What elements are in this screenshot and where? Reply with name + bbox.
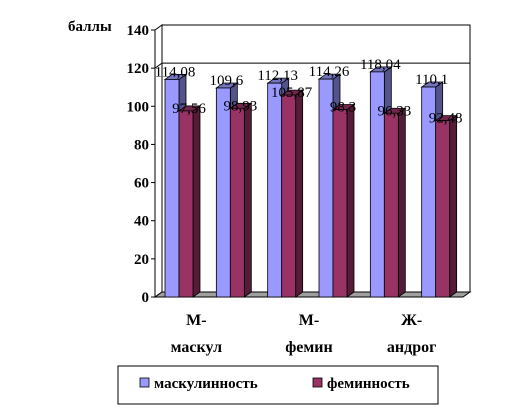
category-label-line1: М- — [299, 312, 319, 329]
legend-box — [117, 365, 439, 405]
legend-swatch — [139, 377, 150, 388]
bar-side — [243, 102, 252, 298]
bar — [331, 103, 356, 298]
bar-front — [281, 94, 297, 298]
bar — [229, 102, 253, 298]
x-axis: М-маскул М-фемин Ж-андрог — [171, 312, 437, 356]
data-label: 92,48 — [429, 111, 463, 127]
y-axis-label: баллы — [68, 19, 112, 35]
bar-front — [435, 120, 451, 298]
legend-swatch — [312, 377, 323, 388]
y-tick-label: 80 — [134, 137, 149, 153]
bar — [383, 107, 407, 298]
data-label: 105,87 — [271, 85, 313, 101]
y-tick-label: 60 — [134, 176, 149, 192]
legend: маскулинность феминность — [117, 365, 439, 405]
bar-front — [178, 110, 194, 298]
data-label: 110,1 — [415, 72, 448, 88]
data-label: 98,3 — [330, 100, 356, 116]
bar-side — [449, 114, 458, 298]
bar-side — [346, 103, 355, 298]
bar-front — [229, 107, 245, 298]
data-label: 118,04 — [360, 57, 401, 73]
gridline — [154, 62, 470, 69]
bar — [177, 105, 202, 298]
legend-label: маскулинность — [154, 376, 258, 392]
legend-label: феминность — [327, 376, 410, 392]
y-tick-label: 0 — [142, 290, 150, 306]
category-label-line1: М- — [186, 312, 206, 329]
bar-side — [397, 107, 406, 298]
data-label: 109,6 — [209, 73, 243, 89]
data-label: 96,33 — [377, 103, 411, 119]
y-axis: 0 20 40 60 80 100 120 140 — [127, 23, 156, 306]
y-tick-label: 120 — [127, 61, 150, 77]
category-label-line2: фемин — [285, 339, 333, 356]
back-wall — [161, 24, 471, 293]
data-label: 114,26 — [309, 64, 350, 80]
y-tick-label: 40 — [134, 214, 149, 230]
category-label-line1: Ж- — [401, 312, 422, 329]
bar — [280, 89, 304, 298]
bar-side — [295, 89, 304, 298]
data-label: 97,56 — [172, 101, 206, 117]
data-label: 112,13 — [257, 68, 298, 84]
bar-front — [383, 112, 399, 298]
y-tick-label: 100 — [127, 99, 150, 115]
bar-front — [267, 82, 283, 298]
category-label-line2: маскул — [171, 339, 222, 356]
data-label: 98,93 — [223, 98, 257, 114]
y-tick-label: 140 — [127, 23, 150, 39]
bar — [434, 114, 458, 298]
bar-front — [332, 109, 348, 298]
y-tick-label: 20 — [134, 252, 149, 268]
plot-area: 114,08 109,6 112,13 114,26 118,04 110,1 97,56 9… — [153, 24, 472, 298]
category-label-line2: андрог — [387, 339, 436, 356]
data-label: 114,08 — [155, 64, 196, 80]
bar-side — [192, 105, 201, 298]
bar-front — [215, 87, 231, 298]
